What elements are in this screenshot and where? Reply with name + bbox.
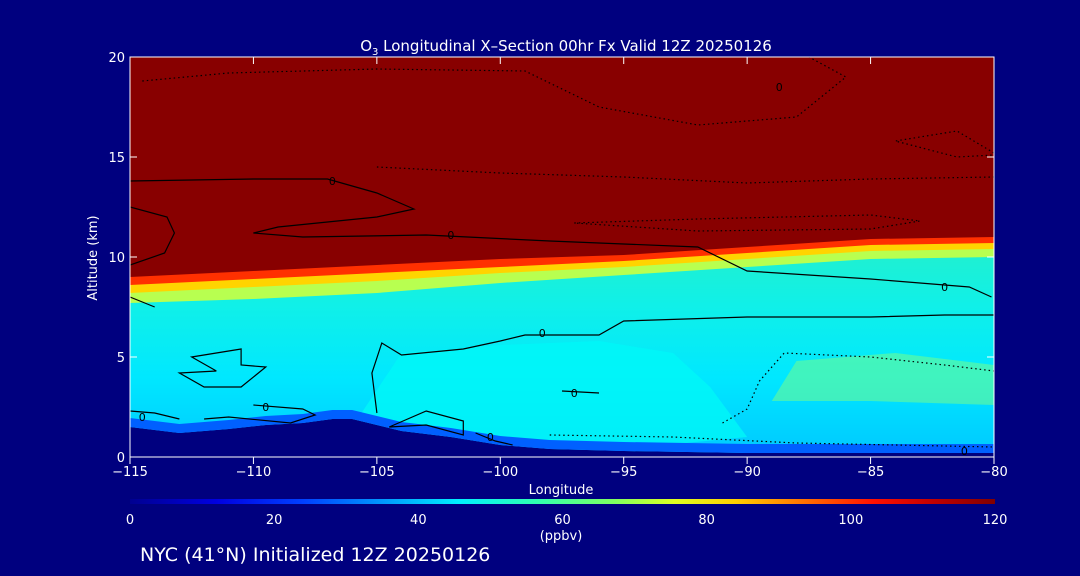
contour-line-dotted bbox=[142, 57, 847, 126]
contour-label: 0 bbox=[487, 431, 494, 444]
x-tick-label: −105 bbox=[359, 465, 395, 480]
colorbar-tick-label: 100 bbox=[838, 513, 863, 528]
y-tick-label: 20 bbox=[108, 51, 125, 66]
colorbar-tick-label: 40 bbox=[410, 513, 427, 528]
contour-line bbox=[204, 404, 317, 424]
y-axis-label: Altitude (km) bbox=[86, 215, 101, 300]
contour-label: 0 bbox=[961, 445, 968, 458]
ozone-gradient-bands bbox=[130, 57, 994, 303]
contour-line bbox=[130, 410, 180, 420]
x-tick-label: −85 bbox=[857, 465, 884, 480]
contour-line bbox=[130, 296, 155, 308]
x-tick-label: −115 bbox=[112, 465, 148, 480]
contour-line bbox=[371, 314, 994, 414]
contour-line-dotted bbox=[549, 434, 994, 448]
y-tick-label: 15 bbox=[108, 151, 125, 166]
y-tick-label: 0 bbox=[117, 451, 125, 466]
x-tick-label: −95 bbox=[610, 465, 637, 480]
colorbar-tick-label: 20 bbox=[266, 513, 283, 528]
contour-line bbox=[130, 206, 176, 266]
colorbar-tick-label: 80 bbox=[698, 513, 715, 528]
x-axis: −115 −110 −105 −100 −95 −90 −85 −80 bbox=[112, 57, 1008, 480]
contour-label: 0 bbox=[941, 281, 948, 294]
x-axis-label: Longitude bbox=[529, 483, 594, 498]
moderate-ozone-patch bbox=[771, 353, 994, 405]
x-tick-label: −90 bbox=[733, 465, 760, 480]
contour-label: 0 bbox=[447, 229, 454, 242]
contour-line-dotted bbox=[722, 352, 994, 424]
contour-label: 0 bbox=[262, 401, 269, 414]
contour-line bbox=[475, 432, 513, 446]
y-axis: 0 5 10 15 20 bbox=[108, 51, 994, 466]
plot-area: 0 0 0 0 0 0 0 0 0 0 bbox=[130, 57, 994, 458]
colorbar-tick-label: 120 bbox=[983, 513, 1008, 528]
contour-label: 0 bbox=[571, 387, 578, 400]
y-tick-label: 10 bbox=[108, 251, 125, 266]
x-tick-label: −80 bbox=[980, 465, 1007, 480]
colorbar-tick-label: 0 bbox=[126, 513, 134, 528]
contour-line bbox=[130, 178, 992, 298]
contour-line bbox=[177, 348, 268, 388]
terrain bbox=[130, 419, 994, 457]
colorbar bbox=[130, 499, 995, 504]
contour-label: 0 bbox=[139, 411, 146, 424]
contour-lines bbox=[130, 57, 994, 448]
contour-labels: 0 0 0 0 0 0 0 0 0 0 bbox=[139, 81, 968, 458]
x-tick-label: −110 bbox=[236, 465, 272, 480]
colorbar-unit: (ppbv) bbox=[540, 529, 583, 544]
contour-label: 0 bbox=[776, 81, 783, 94]
contour-line bbox=[561, 390, 600, 394]
y-tick-label: 5 bbox=[117, 351, 125, 366]
low-ozone-region bbox=[352, 341, 748, 449]
footer-caption: NYC (41°N) Initialized 12Z 20250126 bbox=[140, 544, 490, 566]
contour-label: 0 bbox=[329, 175, 336, 188]
contour-label: 0 bbox=[539, 327, 546, 340]
contour-line bbox=[388, 410, 464, 436]
x-tick-label: −100 bbox=[482, 465, 518, 480]
colorbar-ticks: 0 20 40 60 80 100 120 bbox=[126, 513, 1008, 528]
colorbar-tick-label: 60 bbox=[554, 513, 571, 528]
near-surface-low-ozone bbox=[130, 410, 994, 453]
chart-title: O3 Longitudinal X–Section 00hr Fx Valid … bbox=[360, 37, 772, 58]
band-120ppbv bbox=[130, 57, 994, 277]
